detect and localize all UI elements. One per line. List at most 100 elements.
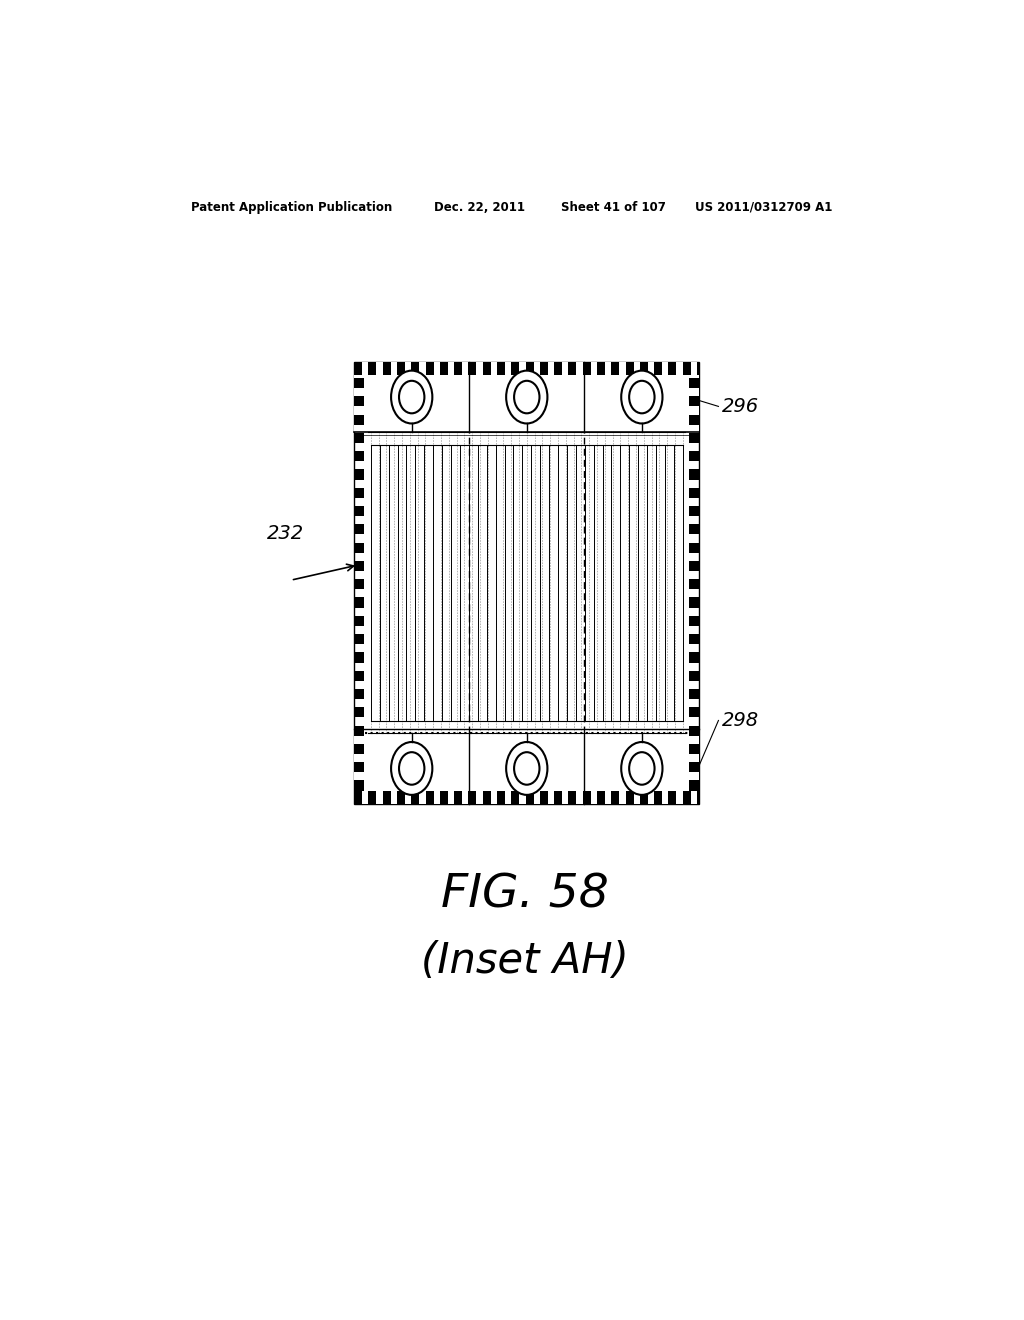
Bar	[354, 615, 365, 626]
Bar	[383, 791, 391, 804]
Bar	[683, 362, 690, 375]
Bar	[697, 791, 699, 804]
Bar	[497, 791, 505, 804]
Bar	[689, 671, 699, 681]
Bar	[369, 433, 685, 733]
Bar	[369, 791, 377, 804]
Bar	[354, 378, 365, 388]
Circle shape	[622, 371, 663, 424]
Bar	[689, 780, 699, 791]
Bar	[689, 634, 699, 644]
Bar	[689, 396, 699, 407]
Bar	[468, 791, 476, 804]
Bar	[654, 791, 663, 804]
Text: (Inset AH): (Inset AH)	[421, 940, 629, 982]
Bar	[440, 791, 447, 804]
Bar	[354, 652, 365, 663]
Bar	[689, 762, 699, 772]
Bar	[455, 791, 462, 804]
Bar	[354, 689, 365, 700]
Bar	[354, 396, 365, 407]
Circle shape	[622, 742, 663, 795]
Text: FIG. 58: FIG. 58	[441, 873, 608, 917]
Bar	[554, 362, 562, 375]
Bar	[455, 362, 462, 375]
Bar	[426, 362, 433, 375]
Bar	[354, 362, 699, 804]
Circle shape	[391, 371, 432, 424]
Bar	[383, 362, 391, 375]
Bar	[468, 362, 476, 375]
Bar	[689, 689, 699, 700]
Bar	[689, 652, 699, 663]
Circle shape	[506, 371, 548, 424]
Bar	[354, 433, 365, 444]
Bar	[354, 708, 365, 718]
Bar	[626, 362, 634, 375]
Bar	[354, 362, 362, 375]
Circle shape	[514, 380, 540, 413]
Bar	[689, 598, 699, 607]
Bar	[583, 362, 591, 375]
Text: 232: 232	[267, 524, 304, 544]
Bar	[354, 561, 365, 572]
Bar	[440, 362, 447, 375]
Bar	[426, 791, 433, 804]
Bar	[611, 362, 620, 375]
Bar	[482, 362, 490, 375]
Circle shape	[391, 742, 432, 795]
Bar	[525, 791, 534, 804]
Bar	[669, 362, 677, 375]
Bar	[354, 598, 365, 607]
Bar	[689, 487, 699, 498]
Bar	[611, 791, 620, 804]
Bar	[369, 362, 377, 375]
Bar	[654, 362, 663, 375]
Bar	[354, 579, 365, 589]
Text: Patent Application Publication: Patent Application Publication	[191, 201, 393, 214]
Bar	[554, 791, 562, 804]
Bar	[689, 561, 699, 572]
Bar	[354, 470, 365, 479]
Bar	[597, 362, 605, 375]
Text: 296: 296	[722, 397, 759, 416]
Bar	[640, 791, 648, 804]
Bar	[354, 733, 699, 804]
Bar	[412, 362, 419, 375]
Circle shape	[514, 752, 540, 784]
Bar	[669, 791, 677, 804]
Bar	[689, 378, 699, 388]
Bar	[354, 726, 365, 735]
Bar	[354, 524, 365, 535]
Bar	[354, 414, 365, 425]
Bar	[689, 708, 699, 718]
Text: 298: 298	[722, 711, 759, 730]
Bar	[689, 506, 699, 516]
Bar	[354, 780, 365, 791]
Bar	[354, 506, 365, 516]
Bar	[689, 470, 699, 479]
Bar	[354, 487, 365, 498]
Circle shape	[629, 380, 654, 413]
Bar	[640, 362, 648, 375]
Bar	[397, 791, 404, 804]
Bar	[354, 634, 365, 644]
Bar	[568, 791, 577, 804]
Text: Dec. 22, 2011: Dec. 22, 2011	[433, 201, 524, 214]
Bar	[689, 414, 699, 425]
Circle shape	[629, 752, 654, 784]
Bar	[540, 791, 548, 804]
Bar	[354, 543, 365, 553]
Bar	[354, 744, 365, 754]
Bar	[697, 362, 699, 375]
Circle shape	[506, 742, 548, 795]
Bar	[354, 791, 362, 804]
Bar	[568, 362, 577, 375]
Bar	[689, 579, 699, 589]
Bar	[683, 791, 690, 804]
Bar	[689, 524, 699, 535]
Bar	[511, 791, 519, 804]
Bar	[540, 362, 548, 375]
Bar	[689, 615, 699, 626]
Bar	[689, 451, 699, 461]
